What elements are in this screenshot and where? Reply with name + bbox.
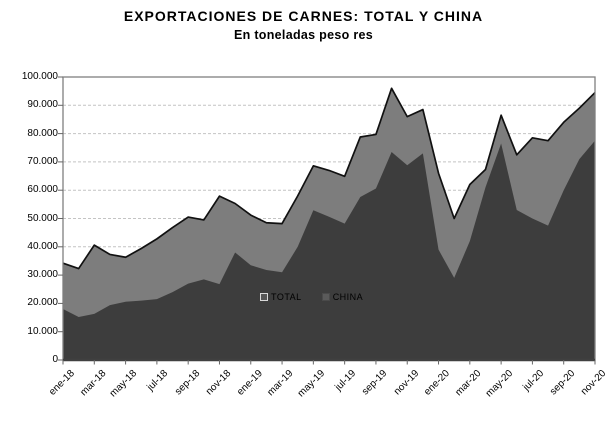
y-axis-label: 80.000: [27, 127, 58, 139]
legend-label-total: TOTAL: [271, 292, 302, 302]
y-axis-label: 40.000: [27, 240, 58, 252]
y-axis-label: 20.000: [27, 297, 58, 309]
total-edge-line: [62, 87, 596, 270]
legend-label-china: CHINA: [332, 292, 364, 302]
chart-subtitle: En toneladas peso res: [234, 28, 373, 42]
y-axis-label: 50.000: [27, 212, 58, 224]
legend-swatch-total-icon: [260, 293, 268, 301]
y-axis-label: 100.000: [21, 71, 58, 82]
china-area: [63, 140, 595, 360]
y-axis-label: 60.000: [27, 184, 58, 196]
y-axis-label: 70.000: [27, 155, 58, 167]
legend: TOTAL CHINA: [260, 292, 363, 302]
legend-item-china: CHINA: [321, 292, 364, 302]
y-axis-label: 90.000: [27, 99, 58, 111]
y-axis-label: 10.000: [27, 325, 58, 337]
legend-item-total: TOTAL: [260, 292, 302, 302]
y-axis-label: 30.000: [27, 269, 58, 281]
legend-swatch-china-icon: [321, 293, 330, 301]
y-axis-label: 0: [52, 354, 58, 365]
chart-title: EXPORTACIONES DE CARNES: TOTAL Y CHINA: [123, 8, 484, 24]
